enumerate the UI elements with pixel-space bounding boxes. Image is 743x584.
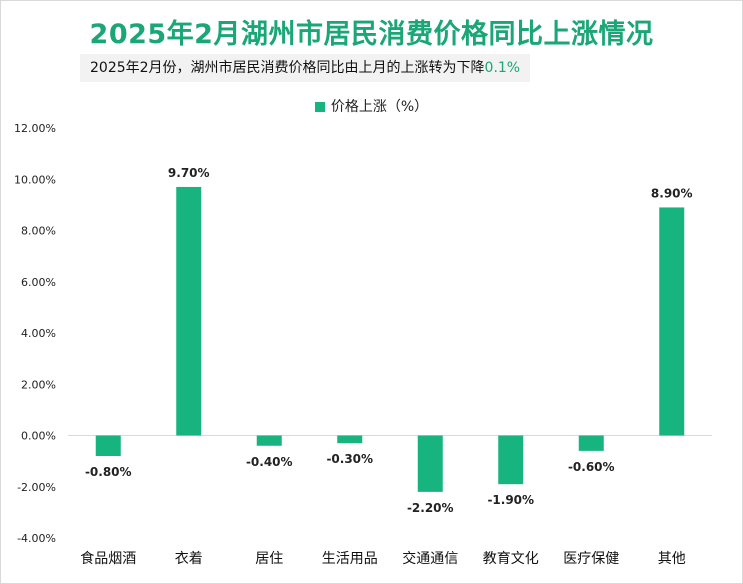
x-tick-label: 居住: [255, 551, 283, 567]
bar: [337, 435, 363, 444]
chart-subtitle: 2025年2月份，湖州市居民消费价格同比由上月的上涨转为下降0.1%: [80, 54, 531, 82]
x-tick-label: 其他: [658, 551, 686, 567]
y-tick-label: -2.00%: [17, 481, 56, 494]
subtitle-text: 2025年2月份，湖州市居民消费价格同比由上月的上涨转为下降: [90, 60, 485, 76]
legend-label: 价格上涨（%）: [330, 99, 429, 115]
bar: [95, 435, 121, 456]
y-tick-label: 6.00%: [21, 276, 56, 289]
bar: [256, 435, 282, 446]
x-tick-label: 衣着: [175, 551, 203, 567]
bar: [498, 435, 524, 485]
data-labels: -0.80% 9.70% -0.40% -0.30% -2.20% -1.90% -0.60…: [85, 166, 693, 515]
data-label: -1.90%: [487, 493, 534, 507]
y-tick-label: 0.00%: [21, 430, 56, 443]
x-tick-label: 教育文化: [483, 551, 539, 567]
bar: [417, 435, 443, 492]
y-tick-label: -4.00%: [17, 532, 56, 545]
x-tick-label: 生活用品: [322, 551, 378, 567]
x-tick-label: 食品烟酒: [80, 550, 136, 567]
data-label: 8.90%: [651, 186, 693, 200]
y-tick-label: 12.00%: [14, 122, 56, 135]
x-axis: 食品烟酒 衣着 居住 生活用品 交通通信 教育文化 医疗保健 其他: [80, 550, 686, 567]
data-label: 9.70%: [168, 166, 210, 180]
y-tick-label: 8.00%: [21, 225, 56, 238]
data-label: -0.60%: [568, 460, 615, 474]
x-tick-label: 交通通信: [402, 550, 458, 567]
data-label: -0.40%: [246, 455, 293, 469]
legend: 价格上涨（%）: [0, 96, 743, 116]
y-tick-label: 2.00%: [21, 378, 56, 391]
y-tick-label: 4.00%: [21, 327, 56, 340]
data-label: -2.20%: [407, 501, 454, 515]
bar: [659, 207, 685, 436]
y-axis: 12.00% 10.00% 8.00% 6.00% 4.00% 2.00% 0.00% -2.…: [14, 122, 56, 545]
y-tick-label: 10.00%: [14, 173, 56, 186]
subtitle-highlight: 0.1%: [484, 60, 521, 76]
legend-swatch: [314, 102, 325, 112]
x-tick-label: 医疗保健: [563, 551, 619, 567]
bar: [578, 435, 604, 451]
bars: [95, 186, 685, 492]
chart-title: 2025年2月湖州市居民消费价格同比上涨情况: [89, 19, 654, 50]
data-label: -0.30%: [326, 452, 373, 466]
data-label: -0.80%: [85, 465, 132, 479]
bar: [176, 186, 202, 436]
